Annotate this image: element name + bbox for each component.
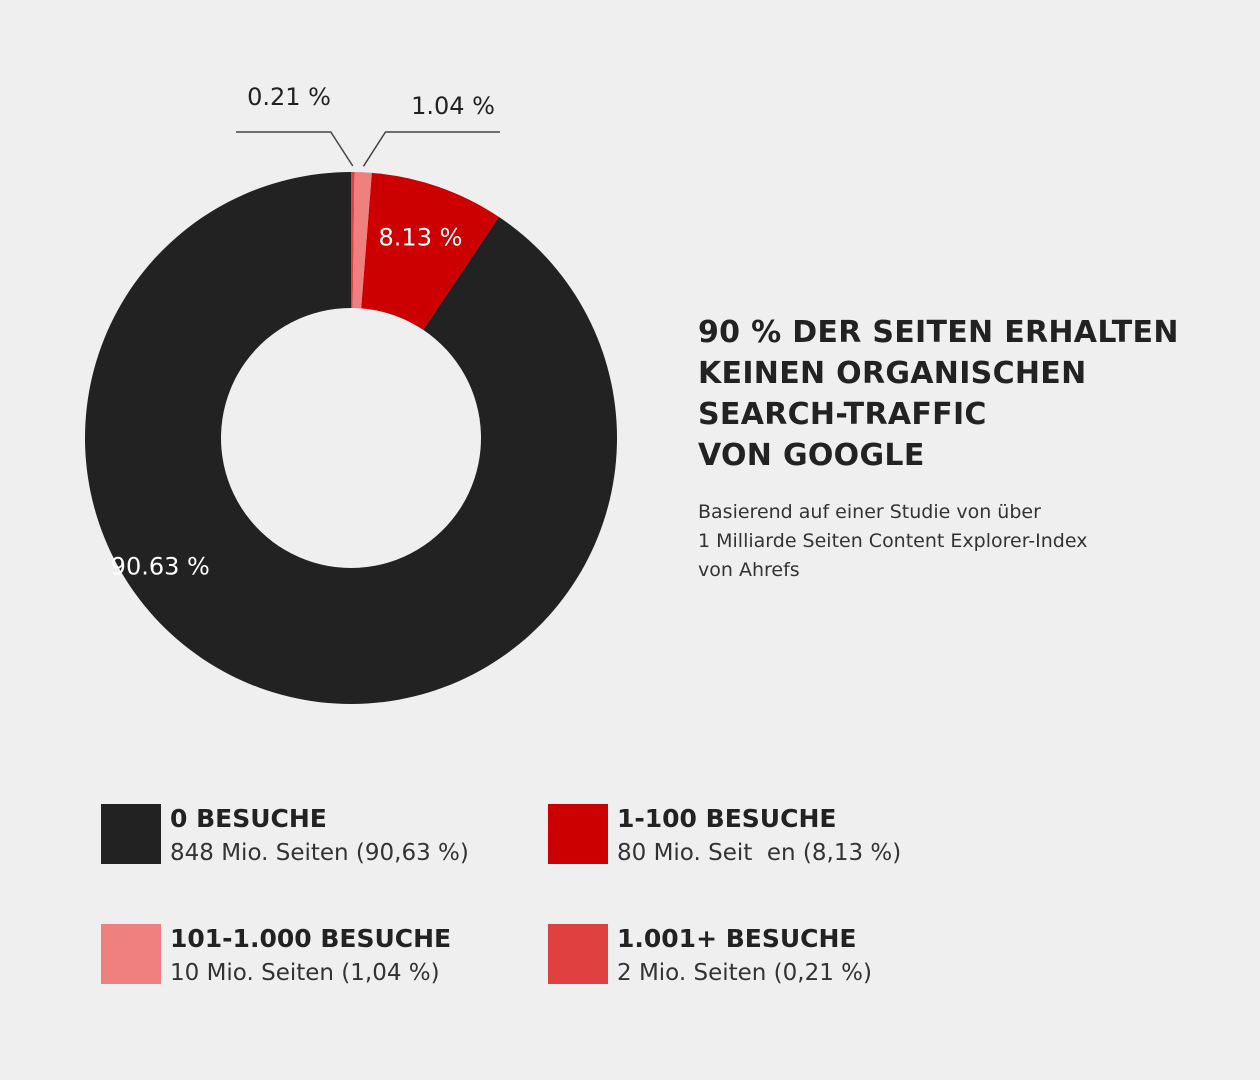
- donut-slice-101-1000-besuche: [352, 172, 372, 309]
- data-label-0-besuche: 90.63 %: [111, 553, 210, 581]
- heading-line: 90 % DER SEITEN ERHALTEN: [698, 315, 1179, 350]
- heading-line: VON GOOGLE: [698, 438, 925, 473]
- donut-slice-1001-plus-besuche: [351, 172, 355, 309]
- heading-line: SEARCH-TRAFFIC: [698, 397, 987, 432]
- leader-line-101-1000-besuche: [362, 131, 500, 167]
- donut-slice-0-besuche: [85, 172, 618, 704]
- legend-title: 1.001+ BESUCHE: [617, 924, 857, 953]
- legend-item-101-1000-besuche: 101-1.000 BESUCHE 10 Mio. Seiten (1,04 %…: [101, 924, 521, 986]
- data-label-101-1000-besuche: 1.04 %: [411, 92, 495, 120]
- legend-title: 1-100 BESUCHE: [617, 804, 837, 833]
- legend-title: 101-1.000 BESUCHE: [170, 924, 452, 953]
- donut-chart: 90.63 % 8.13 % 0.21 % 1.04 %: [85, 83, 618, 704]
- legend-swatch: [101, 924, 161, 984]
- donut-slice-1-100-besuche: [361, 172, 499, 330]
- legend-detail: 10 Mio. Seiten (1,04 %): [170, 960, 440, 986]
- legend-item-0-besuche: 0 BESUCHE 848 Mio. Seiten (90,63 %): [101, 804, 521, 866]
- legend-detail: 80 Mio. Seit en (8,13 %): [617, 840, 902, 866]
- legend-item-1-100-besuche: 1-100 BESUCHE 80 Mio. Seit en (8,13 %): [548, 804, 968, 866]
- legend-swatch: [548, 804, 608, 864]
- heading-line: KEINEN ORGANISCHEN: [698, 356, 1087, 391]
- legend-title: 0 BESUCHE: [170, 804, 327, 833]
- legend-detail: 848 Mio. Seiten (90,63 %): [170, 840, 469, 866]
- legend-item-1001-plus-besuche: 1.001+ BESUCHE 2 Mio. Seiten (0,21 %): [548, 924, 968, 986]
- legend-swatch: [101, 804, 161, 864]
- legend-swatch: [548, 924, 608, 984]
- subtitle-line: von Ahrefs: [698, 559, 800, 581]
- legend-detail: 2 Mio. Seiten (0,21 %): [617, 960, 872, 986]
- chart-heading: 90 % DER SEITEN ERHALTEN KEINEN ORGANISC…: [698, 312, 1218, 476]
- chart-subtitle: Basierend auf einer Studie von über 1 Mi…: [698, 498, 1218, 585]
- subtitle-line: 1 Milliarde Seiten Content Explorer-Inde…: [698, 530, 1088, 552]
- data-label-1001-plus-besuche: 0.21 %: [247, 83, 331, 111]
- data-label-1-100-besuche: 8.13 %: [379, 224, 463, 252]
- leader-line-1001-plus-besuche: [236, 131, 354, 167]
- subtitle-line: Basierend auf einer Studie von über: [698, 501, 1041, 523]
